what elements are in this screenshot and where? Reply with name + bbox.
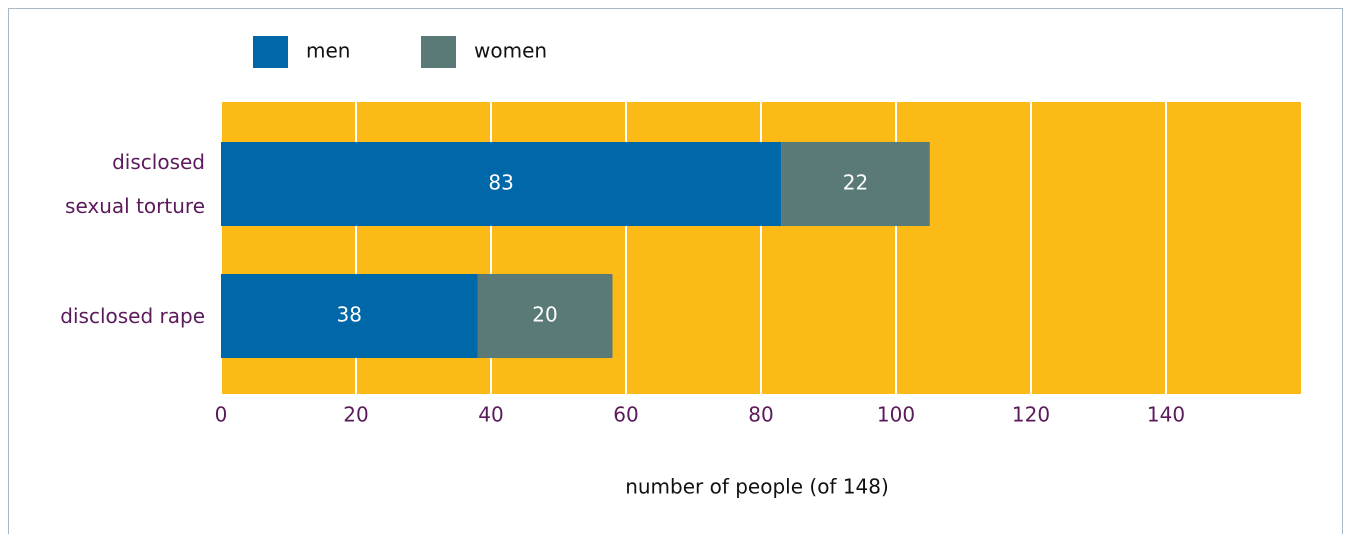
x-tick-label: 40 — [478, 403, 503, 427]
legend-label: men — [306, 39, 350, 63]
bar-segment — [781, 142, 930, 226]
frame — [8, 8, 1343, 534]
category-label: disclosed sexual torture — [65, 150, 205, 218]
bar-segment — [221, 274, 478, 358]
x-tick-label: 60 — [613, 403, 638, 427]
x-tick-label: 80 — [748, 403, 773, 427]
value-label: 38 — [337, 303, 362, 327]
x-tick-label: 20 — [343, 403, 368, 427]
legend-swatch — [253, 36, 288, 68]
value-label: 83 — [488, 171, 513, 195]
value-label: 20 — [532, 303, 557, 327]
legend-label: women — [474, 39, 547, 63]
category-label: disclosed rape — [60, 304, 205, 328]
value-label: 22 — [843, 171, 868, 195]
x-tick-label: 140 — [1147, 403, 1185, 427]
x-axis-label: number of people (of 148) — [625, 475, 889, 499]
bar-segment — [221, 142, 782, 226]
x-tick-label: 100 — [877, 403, 915, 427]
legend-swatch — [421, 36, 456, 68]
bar-segment — [477, 274, 613, 358]
x-tick-label: 120 — [1012, 403, 1050, 427]
x-tick-label: 0 — [215, 403, 228, 427]
